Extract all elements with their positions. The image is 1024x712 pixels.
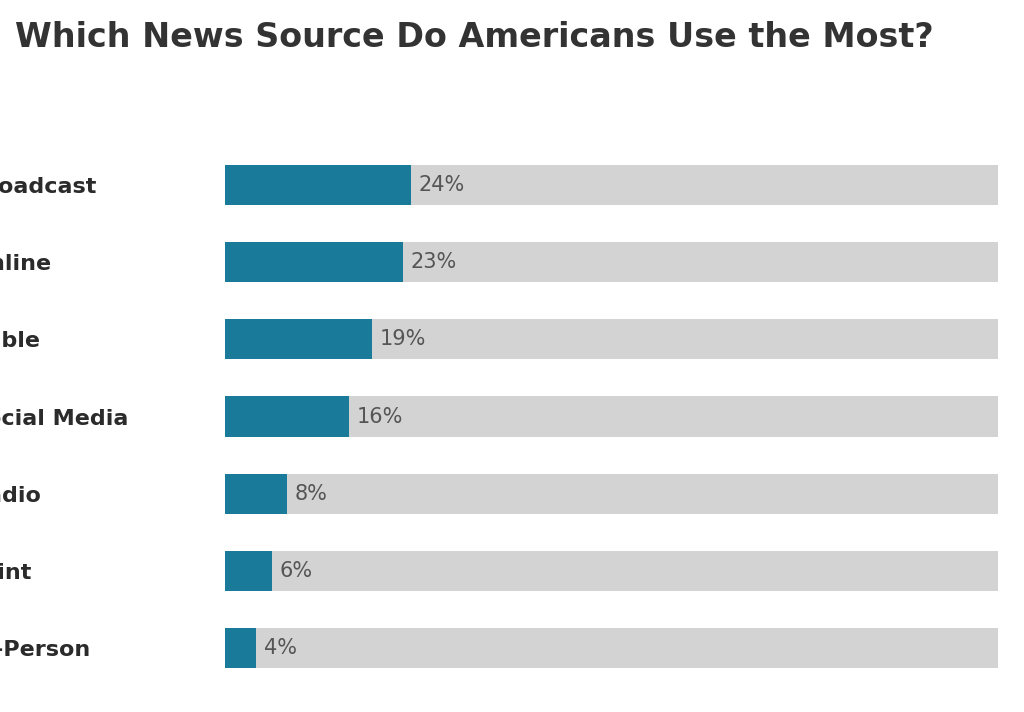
Bar: [225, 628, 998, 669]
Text: 24%: 24%: [419, 175, 465, 195]
Text: 4%: 4%: [264, 638, 297, 658]
Bar: [225, 164, 411, 205]
Text: 23%: 23%: [411, 252, 457, 272]
Bar: [225, 242, 998, 282]
Bar: [225, 397, 349, 436]
Bar: [225, 164, 998, 205]
Bar: [225, 628, 256, 669]
Bar: [225, 319, 998, 360]
Text: 8%: 8%: [295, 483, 328, 503]
Bar: [225, 551, 998, 591]
Bar: [225, 473, 287, 514]
Text: 19%: 19%: [380, 330, 426, 350]
Bar: [225, 397, 998, 436]
Text: 6%: 6%: [280, 561, 312, 581]
Text: 16%: 16%: [356, 407, 403, 426]
Bar: [225, 551, 271, 591]
Bar: [225, 319, 372, 360]
Bar: [225, 473, 998, 514]
Bar: [225, 242, 403, 282]
Text: Which News Source Do Americans Use the Most?: Which News Source Do Americans Use the M…: [15, 21, 934, 54]
